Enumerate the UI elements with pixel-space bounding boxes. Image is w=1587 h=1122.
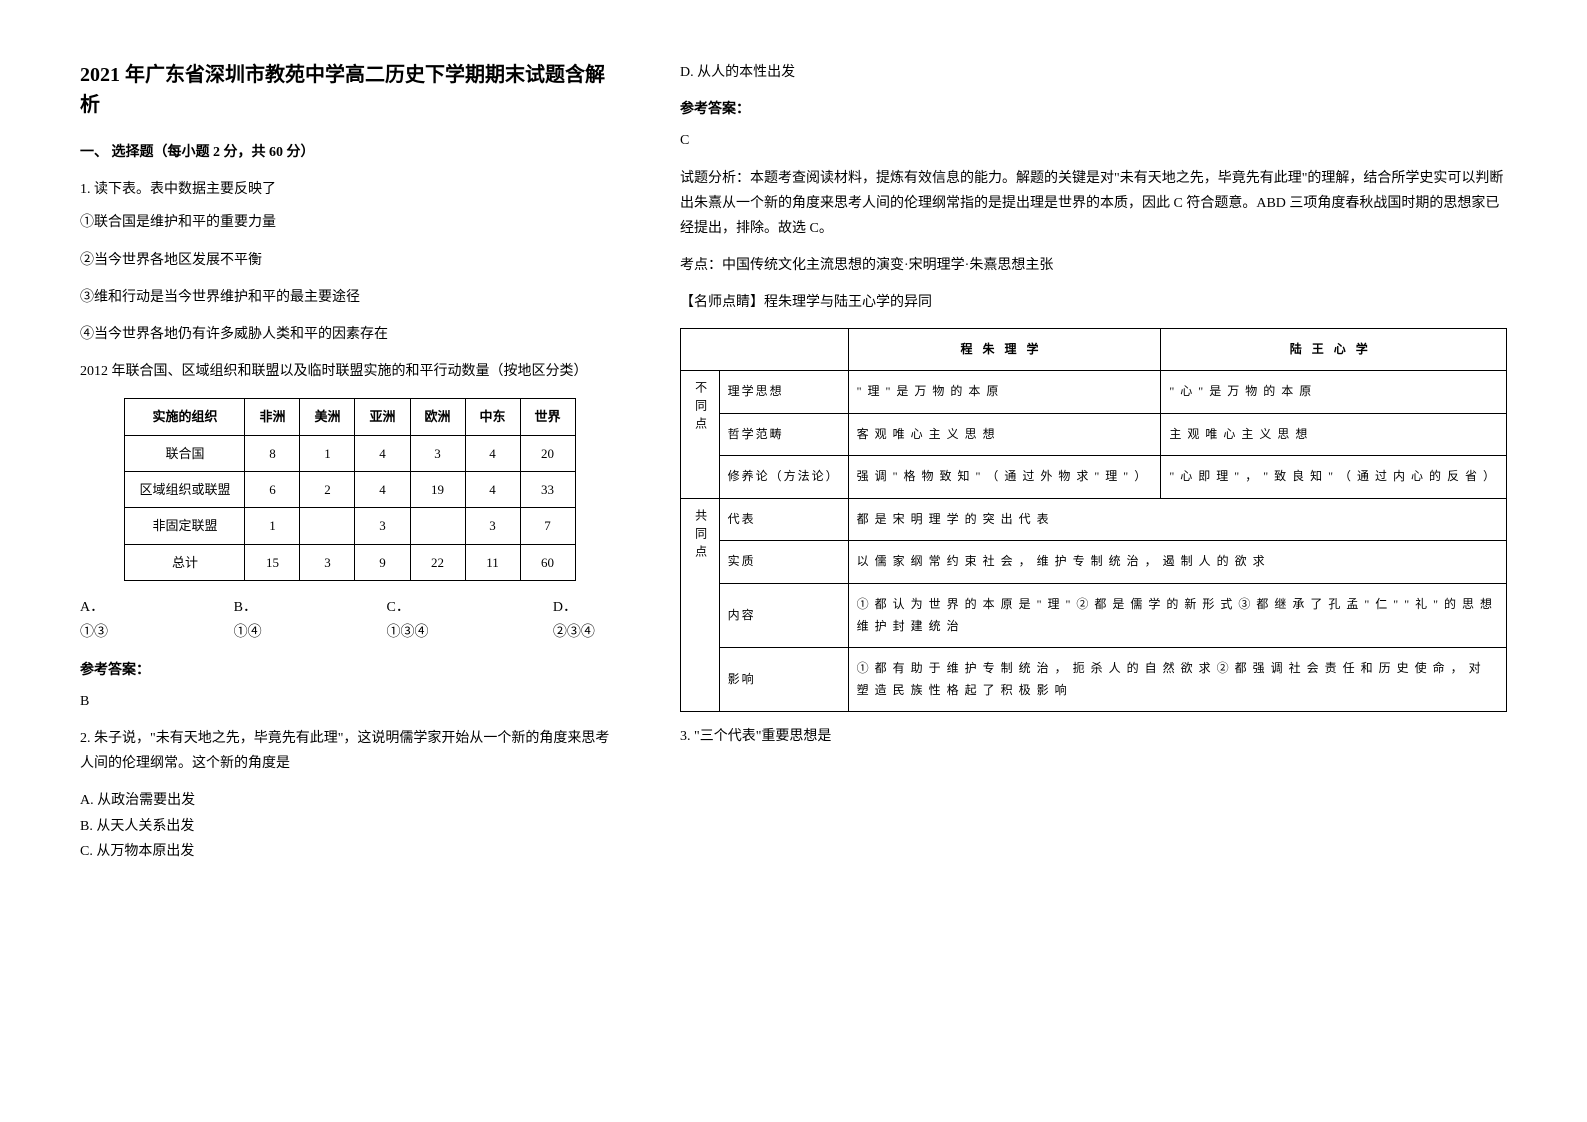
r3-c1: 强调"格物致知"（通过外物求"理"） (848, 456, 1161, 499)
r4-label: 代表 (719, 498, 848, 541)
col-3: 亚洲 (355, 399, 410, 435)
r7-c: ①都有助于维护专制统治，扼杀人的自然欲求②都强调社会责任和历史使命，对塑造民族性… (848, 648, 1506, 712)
q1-ans-label: 参考答案： (80, 658, 620, 683)
cell: 9 (355, 544, 410, 580)
comp-h1 (681, 328, 849, 371)
q1-optC: C． ①③④ (387, 595, 453, 645)
section-header: 一、 选择题（每小题 2 分，共 60 分） (80, 140, 620, 165)
comparison-table: 程朱理学 陆王心学 不同点 理学思想 "理"是万物的本原 "心"是万物的本原 哲… (680, 328, 1507, 713)
page-title: 2021 年广东省深圳市教苑中学高二历史下学期期末试题含解析 (80, 60, 620, 120)
cell: 60 (520, 544, 575, 580)
col-0: 实施的组织 (125, 399, 245, 435)
r5-label: 实质 (719, 541, 848, 584)
cell: 3 (410, 435, 465, 471)
cell: 15 (245, 544, 300, 580)
cell: 3 (465, 508, 520, 544)
r2-c1: 客观唯心主义思想 (848, 413, 1161, 456)
cell (300, 508, 355, 544)
cell: 11 (465, 544, 520, 580)
r6-label: 内容 (719, 584, 848, 648)
q1-ans: B (80, 689, 620, 714)
r1-c1: "理"是万物的本原 (848, 371, 1161, 414)
q2-teacher: 【名师点睛】程朱理学与陆王心学的异同 (680, 290, 1507, 315)
col-2: 美洲 (300, 399, 355, 435)
r5-c: 以儒家纲常约束社会，维护专制统治，遏制人的欲求 (848, 541, 1506, 584)
cell: 非固定联盟 (125, 508, 245, 544)
cell: 8 (245, 435, 300, 471)
cell: 1 (245, 508, 300, 544)
cell: 3 (355, 508, 410, 544)
col-4: 欧洲 (410, 399, 465, 435)
q2-stem: 2. 朱子说，"未有天地之先，毕竟先有此理"，这说明儒学家开始从一个新的角度来思… (80, 726, 620, 776)
r2-c2: 主观唯心主义思想 (1161, 413, 1507, 456)
cell: 7 (520, 508, 575, 544)
cell: 19 (410, 472, 465, 508)
cell: 2 (300, 472, 355, 508)
q1-table: 实施的组织 非洲 美洲 亚洲 欧洲 中东 世界 联合国 8 1 4 3 4 20… (124, 398, 575, 581)
cell: 33 (520, 472, 575, 508)
q2-optC: C. 从万物本原出发 (80, 839, 620, 864)
cell: 20 (520, 435, 575, 471)
cell: 1 (300, 435, 355, 471)
cell: 22 (410, 544, 465, 580)
cell: 3 (300, 544, 355, 580)
q2-ans-label: 参考答案： (680, 97, 1507, 122)
r2-label: 哲学范畴 (719, 413, 848, 456)
cell: 4 (355, 435, 410, 471)
r1-label: 理学思想 (719, 371, 848, 414)
cell (410, 508, 465, 544)
q2-optA: A. 从政治需要出发 (80, 788, 620, 813)
r3-label: 修养论（方法论） (719, 456, 848, 499)
r1-c2: "心"是万物的本原 (1161, 371, 1507, 414)
q2-optB: B. 从天人关系出发 (80, 814, 620, 839)
col-6: 世界 (520, 399, 575, 435)
cell: 6 (245, 472, 300, 508)
r4-c: 都是宋明理学的突出代表 (848, 498, 1506, 541)
q1-s3: ③维和行动是当今世界维护和平的最主要途径 (80, 285, 620, 310)
q2-ans: C (680, 128, 1507, 153)
r7-label: 影响 (719, 648, 848, 712)
cell: 总计 (125, 544, 245, 580)
cell: 区域组织或联盟 (125, 472, 245, 508)
r6-c: ①都认为世界的本原是"理"②都是儒学的新形式③都继承了孔孟"仁""礼"的思想维护… (848, 584, 1506, 648)
comp-h3: 陆王心学 (1161, 328, 1507, 371)
q1-caption: 2012 年联合国、区域组织和联盟以及临时联盟实施的和平行动数量（按地区分类） (80, 359, 620, 384)
r3-c2: "心即理"，"致良知"（通过内心的反省） (1161, 456, 1507, 499)
q2-optD: D. 从人的本性出发 (680, 60, 1507, 85)
q3-stem: 3. "三个代表"重要思想是 (680, 724, 1507, 749)
group-same: 共同点 (681, 498, 720, 712)
q1-optB: B． ①④ (234, 595, 287, 645)
cell: 4 (355, 472, 410, 508)
q1-s4: ④当今世界各地仍有许多威胁人类和平的因素存在 (80, 322, 620, 347)
cell: 4 (465, 435, 520, 471)
q1-optD: D． ②③④ (553, 595, 620, 645)
col-5: 中东 (465, 399, 520, 435)
group-diff: 不同点 (681, 371, 720, 499)
cell: 联合国 (125, 435, 245, 471)
cell: 4 (465, 472, 520, 508)
q2-analysis: 试题分析：本题考查阅读材料，提炼有效信息的能力。解题的关键是对"未有天地之先，毕… (680, 166, 1507, 242)
q1-s1: ①联合国是维护和平的重要力量 (80, 210, 620, 235)
q2-point: 考点：中国传统文化主流思想的演变·宋明理学·朱熹思想主张 (680, 253, 1507, 278)
col-1: 非洲 (245, 399, 300, 435)
q1-optA: A． ①③ (80, 595, 134, 645)
q1-s2: ②当今世界各地区发展不平衡 (80, 248, 620, 273)
q1-stem: 1. 读下表。表中数据主要反映了 (80, 177, 620, 202)
comp-h2: 程朱理学 (848, 328, 1161, 371)
